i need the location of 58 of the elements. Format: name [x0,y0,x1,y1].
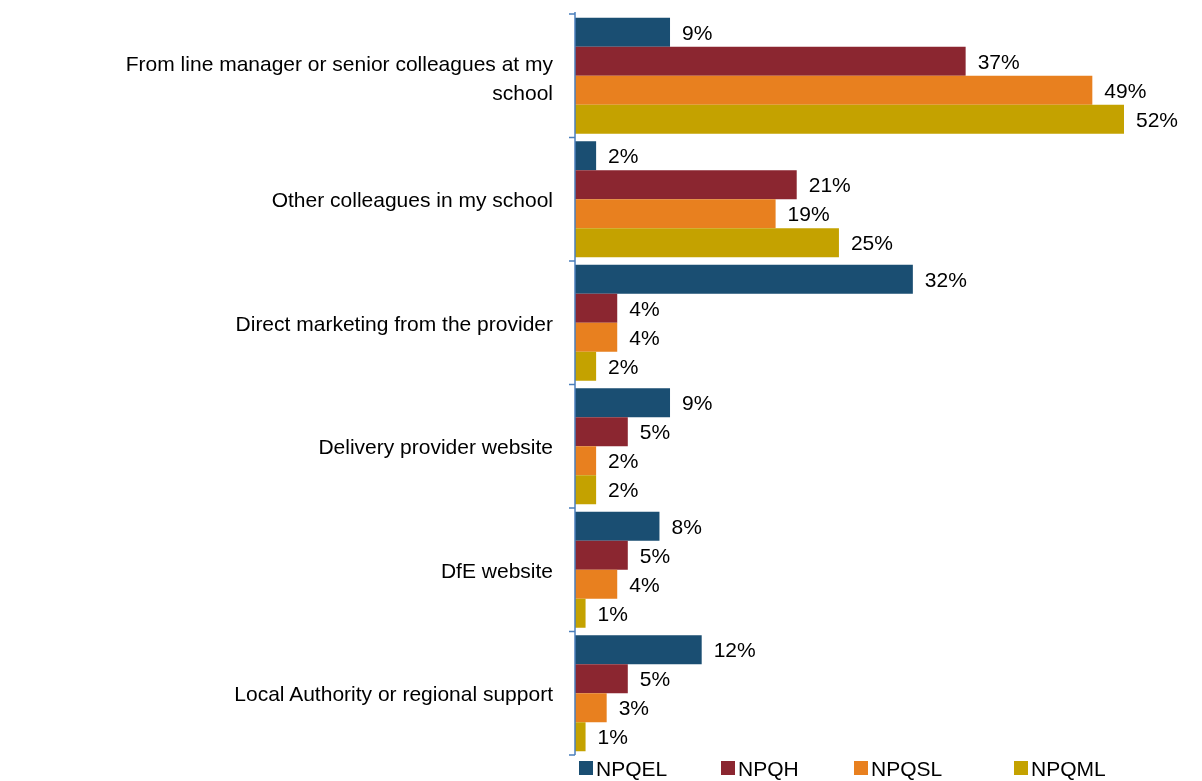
data-label: 8% [671,514,702,538]
bar [575,417,628,447]
y-tick-label: Delivery provider website [318,434,553,458]
bar [575,17,671,47]
data-label: 5% [639,543,671,567]
bar [575,228,839,258]
data-label: 37% [977,49,1020,73]
data-label: 32% [924,267,967,291]
data-label: 49% [1104,78,1147,102]
data-label: 5% [639,420,671,444]
data-label: 19% [787,202,830,226]
legend-label: NPQH [738,756,799,780]
bar [575,293,618,323]
y-tick-label: From line manager or senior colleagues at my school [125,51,554,104]
data-label: 1% [597,725,628,749]
bar [575,199,776,229]
bar [575,46,966,76]
bar [575,446,597,476]
bar [575,170,797,200]
data-label: 2% [608,354,639,378]
data-label: 2% [608,144,639,168]
data-label: 1% [597,601,628,625]
bar [575,722,586,752]
bar [575,388,671,418]
data-label: 2% [608,449,639,473]
y-tick-label: Local Authority or regional support [234,681,554,705]
data-label: 9% [682,391,713,415]
legend-label: NPQEL [596,756,668,780]
bar [575,511,660,541]
data-label: 52% [1136,107,1179,131]
bar [575,75,1093,105]
data-label: 21% [808,173,851,197]
data-label: 3% [618,696,650,720]
bar [575,693,607,723]
data-label: 25% [850,231,893,255]
bar [575,141,597,171]
legend-label: NPQML [1031,756,1106,780]
data-label: 4% [629,572,660,596]
data-label: 4% [629,296,660,320]
bar [575,598,586,628]
bar [575,351,597,381]
bar [575,635,702,665]
bar [575,569,618,599]
y-tick-label: Other colleagues in my school [271,187,553,211]
legend-label: NPQSL [871,756,943,780]
bar [575,540,628,570]
data-label: 2% [608,478,639,502]
bar [575,322,618,352]
data-label: 9% [682,20,713,44]
y-tick-label: DfE website [440,558,553,582]
bar [575,104,1124,134]
data-label: 4% [629,325,660,349]
data-label: 12% [713,638,756,662]
y-tick-label: Direct marketing from the provider [235,311,553,335]
bar [575,475,597,505]
data-label: 5% [639,667,671,691]
bar [575,664,628,694]
bar [575,264,913,294]
